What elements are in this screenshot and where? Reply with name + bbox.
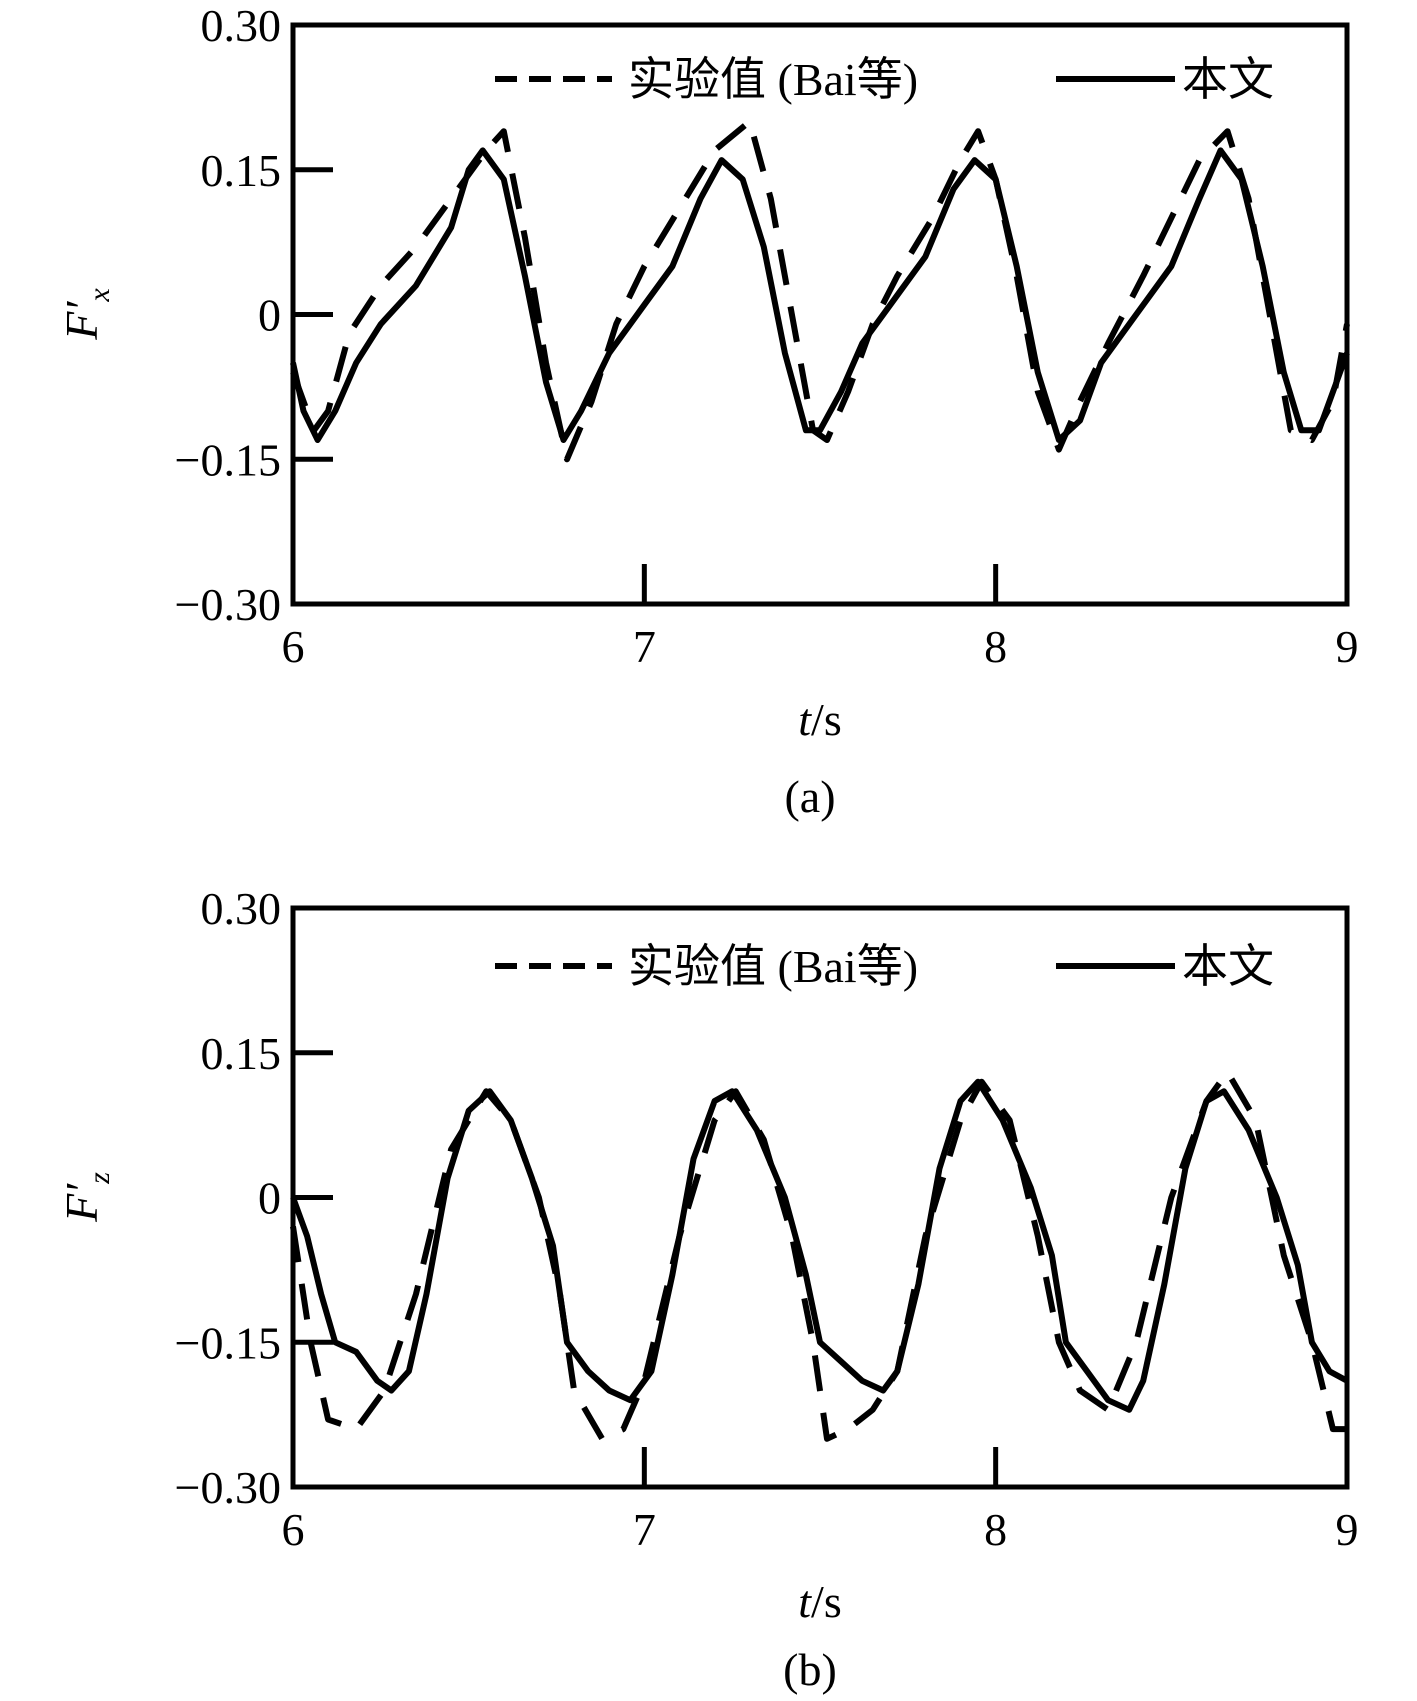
y-axis-label-sub-a: x: [83, 288, 116, 303]
legend-a: 实验值 (Bai等) 本文: [495, 54, 1274, 105]
panel-b: −0.30 −0.15 0 0.15 0.30 6 7 8 9 实验值 (Bai等) 本文 F′…: [56, 883, 1359, 1695]
legend-experimental-label-b: 实验值 (Bai等): [628, 941, 918, 992]
y-tick-label-b-2: 0: [258, 1173, 281, 1224]
x-tick-label-a-3: 9: [1336, 621, 1359, 672]
x-tick-label-b-3: 9: [1336, 1504, 1359, 1555]
x-axis-label-unit-b: /s: [811, 1576, 842, 1627]
x-axis-label-b: t/s: [798, 1576, 841, 1627]
y-tick-label-b-0: −0.30: [175, 1462, 281, 1513]
y-tick-label-a-3: 0.15: [201, 145, 282, 196]
y-axis-label-b: F′z: [56, 1172, 116, 1223]
y-tick-label-b-4: 0.30: [201, 883, 282, 934]
y-axis-label-main-a: F′: [56, 301, 107, 341]
x-axis-label-italic-a: t: [798, 694, 812, 745]
series-line-b-present: [290, 1078, 1349, 1413]
series-line-a-present: [290, 147, 1350, 443]
y-tick-label-b-3: 0.15: [201, 1028, 282, 1079]
x-axis-label-unit-a: /s: [811, 694, 842, 745]
legend-present-label-b: 本文: [1182, 941, 1274, 992]
x-tick-label-b-2: 8: [984, 1504, 1007, 1555]
legend-experimental-label-a: 实验值 (Bai等): [628, 54, 918, 105]
plot-frame-a: [290, 22, 1350, 607]
series-b: [290, 1069, 1349, 1442]
y-tick-label-a-4: 0.30: [201, 0, 282, 51]
series-line-a-experimental: [290, 118, 1350, 463]
legend-present-label-a: 本文: [1182, 54, 1274, 105]
y-axis-label-sub-b: z: [83, 1172, 116, 1185]
series-a: [290, 118, 1350, 463]
caption-b: (b): [783, 1644, 837, 1695]
x-tick-label-a-1: 7: [633, 621, 656, 672]
ticks-b: −0.30 −0.15 0 0.15 0.30 6 7 8 9: [175, 883, 1359, 1555]
ticks-a: −0.30 −0.15 0 0.15 0.30 6 7 8 9: [175, 0, 1359, 672]
x-tick-label-a-0: 6: [282, 621, 305, 672]
y-axis-label-a: F′x: [56, 288, 116, 341]
series-line-b-experimental: [290, 1069, 1347, 1442]
x-tick-label-b-1: 7: [633, 1504, 656, 1555]
plot-frame-b: [290, 905, 1350, 1490]
y-tick-label-b-1: −0.15: [175, 1317, 281, 1368]
x-tick-label-b-0: 6: [282, 1504, 305, 1555]
y-tick-label-a-2: 0: [258, 290, 281, 341]
y-axis-label-main-b: F′: [56, 1183, 107, 1223]
y-tick-label-a-0: −0.30: [175, 579, 281, 630]
x-axis-label-italic-b: t: [798, 1576, 812, 1627]
x-axis-label-a: t/s: [798, 694, 841, 745]
caption-a: (a): [784, 771, 835, 822]
panel-a: −0.30 −0.15 0 0.15 0.30 6 7 8 9 实验值 (Bai等) 本文 F′…: [56, 0, 1359, 822]
x-tick-label-a-2: 8: [984, 621, 1007, 672]
y-tick-label-a-1: −0.15: [175, 434, 281, 485]
legend-b: 实验值 (Bai等) 本文: [495, 941, 1274, 992]
